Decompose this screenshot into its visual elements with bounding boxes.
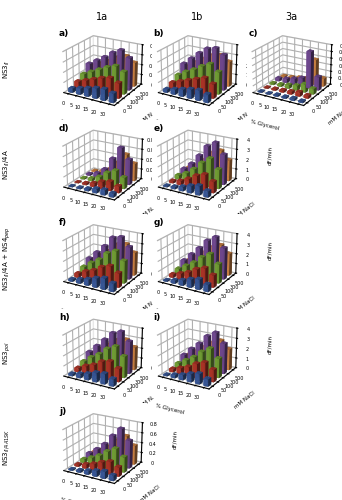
X-axis label: % Glycerol: % Glycerol — [155, 120, 185, 132]
Y-axis label: mM NaCl: mM NaCl — [139, 106, 161, 126]
Y-axis label: mM NaCl: mM NaCl — [233, 390, 256, 409]
Text: NS3$_{fl}$/4A: NS3$_{fl}$/4A — [2, 148, 12, 180]
Text: NS3$_{fl/4A1SK}$: NS3$_{fl/4A1SK}$ — [2, 429, 12, 467]
X-axis label: % Glycerol: % Glycerol — [155, 308, 185, 320]
Text: f): f) — [59, 218, 67, 228]
X-axis label: % Glycerol: % Glycerol — [61, 214, 90, 226]
Y-axis label: mM NaCl: mM NaCl — [139, 201, 161, 220]
Y-axis label: mM NaCl: mM NaCl — [233, 106, 256, 126]
X-axis label: % Glycerol: % Glycerol — [250, 120, 279, 132]
X-axis label: % Glycerol: % Glycerol — [61, 120, 90, 132]
X-axis label: % Glycerol: % Glycerol — [61, 308, 90, 320]
Y-axis label: mM NaCl: mM NaCl — [233, 201, 256, 220]
Text: 1b: 1b — [190, 12, 203, 22]
Text: NS3$_{pol}$: NS3$_{pol}$ — [2, 342, 13, 365]
Text: e): e) — [154, 124, 164, 133]
Y-axis label: mM NaCl: mM NaCl — [233, 296, 256, 315]
Text: NS3$_{fl}$/4A + NS4$_{pep}$: NS3$_{fl}$/4A + NS4$_{pep}$ — [2, 226, 13, 291]
Text: c): c) — [248, 30, 258, 38]
Text: NS3$_{fl}$: NS3$_{fl}$ — [2, 60, 12, 80]
Y-axis label: mM NaCl: mM NaCl — [139, 390, 161, 409]
Text: d): d) — [59, 124, 69, 133]
Y-axis label: mM NaCl: mM NaCl — [328, 106, 342, 126]
Y-axis label: mM NaCl: mM NaCl — [139, 484, 161, 500]
Text: h): h) — [59, 313, 70, 322]
Text: 1a: 1a — [96, 12, 108, 22]
X-axis label: % Glycerol: % Glycerol — [155, 403, 185, 415]
X-axis label: % Glycerol: % Glycerol — [61, 403, 90, 415]
Text: b): b) — [154, 30, 164, 38]
Text: j): j) — [59, 408, 66, 416]
X-axis label: % Glycerol: % Glycerol — [155, 214, 185, 226]
X-axis label: % Glycerol: % Glycerol — [61, 498, 90, 500]
Text: g): g) — [154, 218, 164, 228]
Text: a): a) — [59, 30, 69, 38]
Y-axis label: mM NaCl: mM NaCl — [139, 296, 161, 315]
Text: i): i) — [154, 313, 161, 322]
Text: 3a: 3a — [285, 12, 297, 22]
